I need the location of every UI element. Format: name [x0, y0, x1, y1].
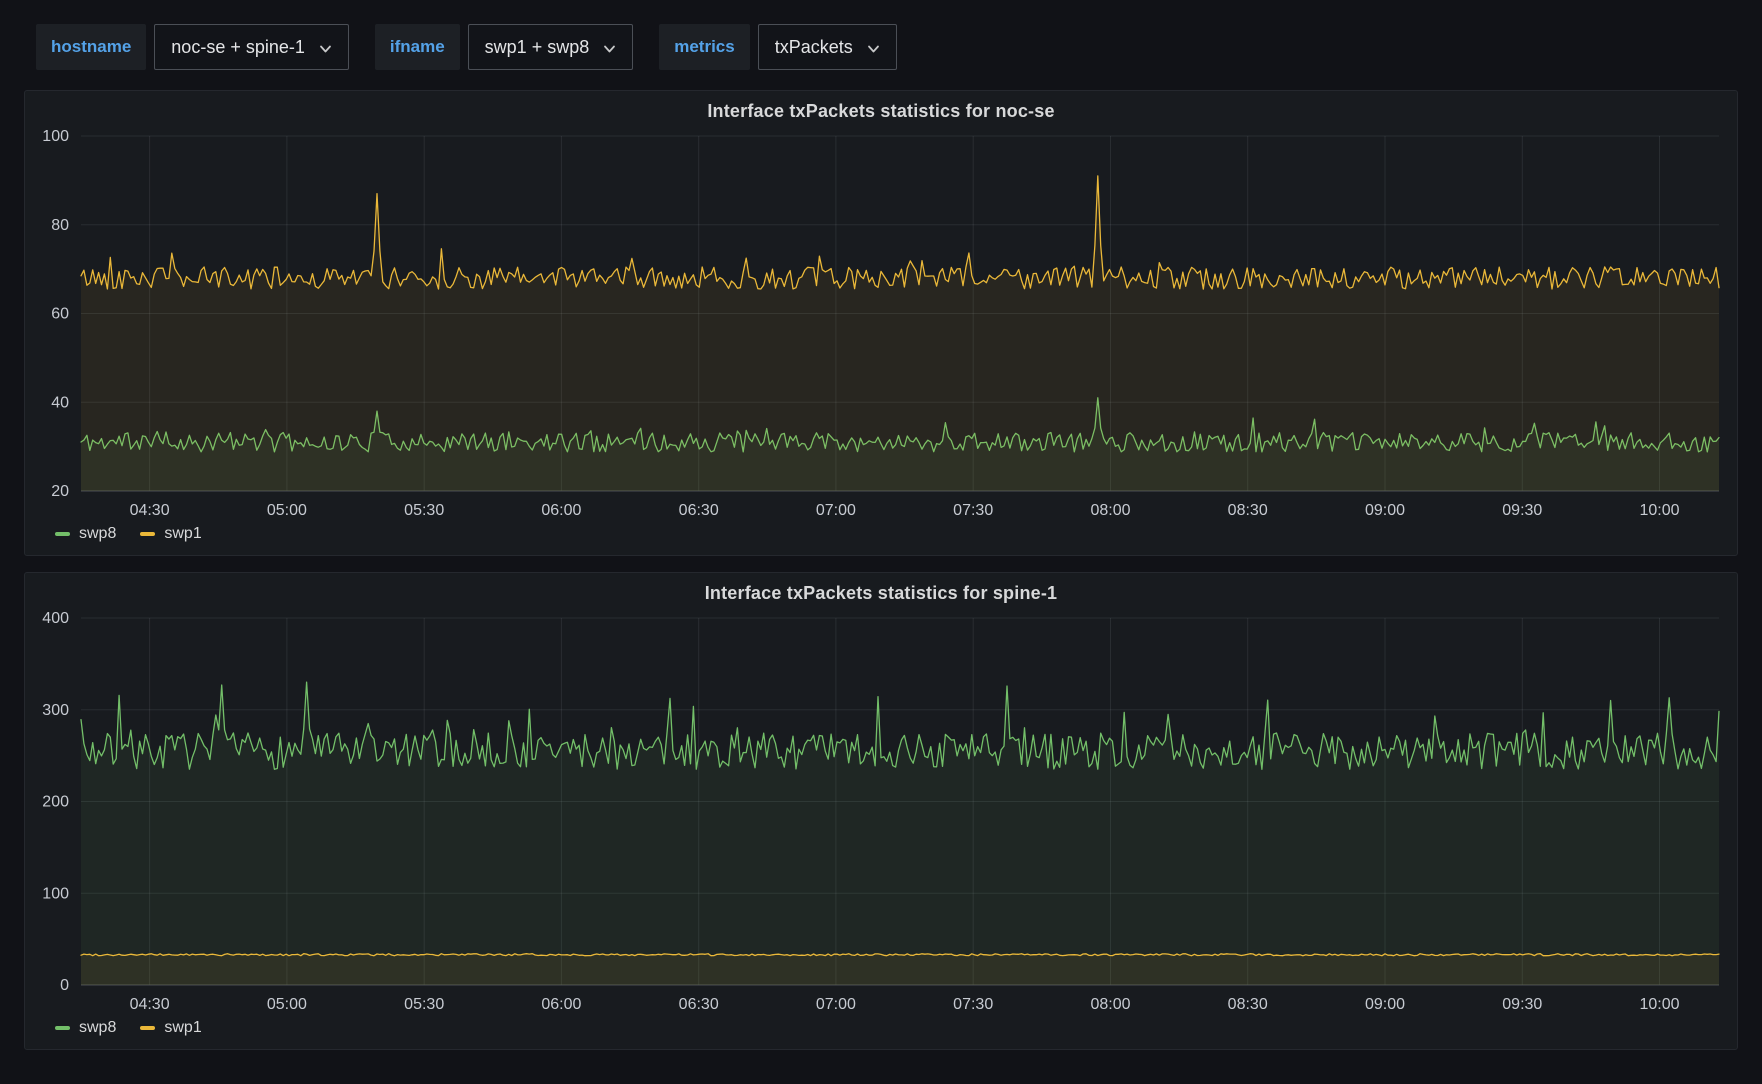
x-tick-label: 07:00: [816, 996, 856, 1013]
series-color-marker: [55, 532, 70, 536]
x-tick-label: 09:00: [1365, 502, 1405, 519]
x-tick-label: 04:30: [130, 996, 170, 1013]
x-tick-label: 08:00: [1090, 502, 1130, 519]
series-color-marker: [140, 532, 155, 536]
variable-selected-value: txPackets: [775, 37, 853, 58]
timeseries-chart-noc-se: 20 40 60 80 100 04:30 05:00 05:30 06:00 06:30 07:0…: [25, 122, 1737, 525]
legend-label: swp1: [164, 525, 201, 543]
y-tick-label: 300: [42, 702, 69, 719]
x-tick-label: 09:30: [1502, 996, 1542, 1013]
variable-label-ifname: ifname: [375, 24, 460, 70]
x-tick-label: 05:30: [404, 996, 444, 1013]
legend-item-swp8[interactable]: swp8: [55, 1019, 116, 1037]
x-tick-label: 05:00: [267, 996, 307, 1013]
grafana-dashboard: hostname noc-se + spine-1 ifname swp1 + swp…: [0, 0, 1762, 1084]
x-tick-label: 06:30: [679, 502, 719, 519]
y-tick-label: 100: [42, 128, 69, 145]
x-tick-label: 04:30: [130, 502, 170, 519]
series-color-marker: [140, 1026, 155, 1030]
x-tick-label: 07:30: [953, 502, 993, 519]
series-fill-swp1: [81, 954, 1719, 985]
x-tick-label: 05:00: [267, 502, 307, 519]
y-tick-label: 400: [42, 610, 69, 627]
x-tick-label: 08:30: [1228, 996, 1268, 1013]
chart-canvas: 0 100 200 300 400 04:30 05:00 05:30 06:00 06:30 07…: [25, 604, 1737, 1019]
y-tick-label: 200: [42, 794, 69, 811]
variable-label-hostname: hostname: [36, 24, 146, 70]
x-tick-label: 05:30: [404, 502, 444, 519]
chart-legend-spine-1: swp8 swp1: [25, 1019, 1737, 1049]
x-tick-label: 09:30: [1502, 502, 1542, 519]
legend-item-swp1[interactable]: swp1: [140, 1019, 201, 1037]
legend-label: swp1: [164, 1019, 201, 1037]
series-color-marker: [55, 1026, 70, 1030]
y-tick-label: 80: [51, 217, 69, 234]
variable-value-dropdown-metrics[interactable]: txPackets: [758, 24, 897, 70]
variable-ifname: ifname swp1 + swp8: [375, 24, 633, 70]
x-tick-label: 06:00: [541, 502, 581, 519]
x-tick-label: 08:30: [1228, 502, 1268, 519]
legend-label: swp8: [79, 1019, 116, 1037]
variable-toolbar: hostname noc-se + spine-1 ifname swp1 + swp…: [36, 24, 1738, 70]
x-tick-label: 10:00: [1639, 502, 1679, 519]
legend-label: swp8: [79, 525, 116, 543]
variable-value-dropdown-hostname[interactable]: noc-se + spine-1: [154, 24, 349, 70]
variable-metrics: metrics txPackets: [659, 24, 897, 70]
variable-hostname: hostname noc-se + spine-1: [36, 24, 349, 70]
series-fill-swp8: [81, 682, 1719, 985]
panel-spine-1: Interface txPackets statistics for spine…: [24, 572, 1738, 1050]
panel-title-noc-se[interactable]: Interface txPackets statistics for noc-s…: [25, 101, 1737, 122]
x-tick-label: 10:00: [1639, 996, 1679, 1013]
y-tick-label: 0: [60, 977, 69, 994]
x-tick-label: 07:00: [816, 502, 856, 519]
variable-selected-value: noc-se + spine-1: [171, 37, 305, 58]
timeseries-chart-spine-1: 0 100 200 300 400 04:30 05:00 05:30 06:00 06:30 07…: [25, 604, 1737, 1019]
chart-canvas: 20 40 60 80 100 04:30 05:00 05:30 06:00 06:30 07:0…: [25, 122, 1737, 525]
chevron-down-icon: [867, 44, 880, 54]
chevron-down-icon: [319, 44, 332, 54]
chevron-down-icon: [603, 44, 616, 54]
panel-noc-se: Interface txPackets statistics for noc-s…: [24, 90, 1738, 556]
legend-item-swp1[interactable]: swp1: [140, 525, 201, 543]
chart-legend-noc-se: swp8 swp1: [25, 525, 1737, 555]
x-tick-label: 06:30: [679, 996, 719, 1013]
y-tick-label: 100: [42, 885, 69, 902]
x-tick-label: 08:00: [1090, 996, 1130, 1013]
x-tick-label: 06:00: [541, 996, 581, 1013]
y-tick-label: 20: [51, 483, 69, 500]
variable-value-dropdown-ifname[interactable]: swp1 + swp8: [468, 24, 634, 70]
series-fill-swp1: [81, 176, 1719, 491]
x-tick-label: 07:30: [953, 996, 993, 1013]
variable-selected-value: swp1 + swp8: [485, 37, 590, 58]
legend-item-swp8[interactable]: swp8: [55, 525, 116, 543]
y-tick-label: 40: [51, 394, 69, 411]
x-tick-label: 09:00: [1365, 996, 1405, 1013]
panel-title-spine-1[interactable]: Interface txPackets statistics for spine…: [25, 583, 1737, 604]
variable-label-metrics: metrics: [659, 24, 749, 70]
y-tick-label: 60: [51, 306, 69, 323]
